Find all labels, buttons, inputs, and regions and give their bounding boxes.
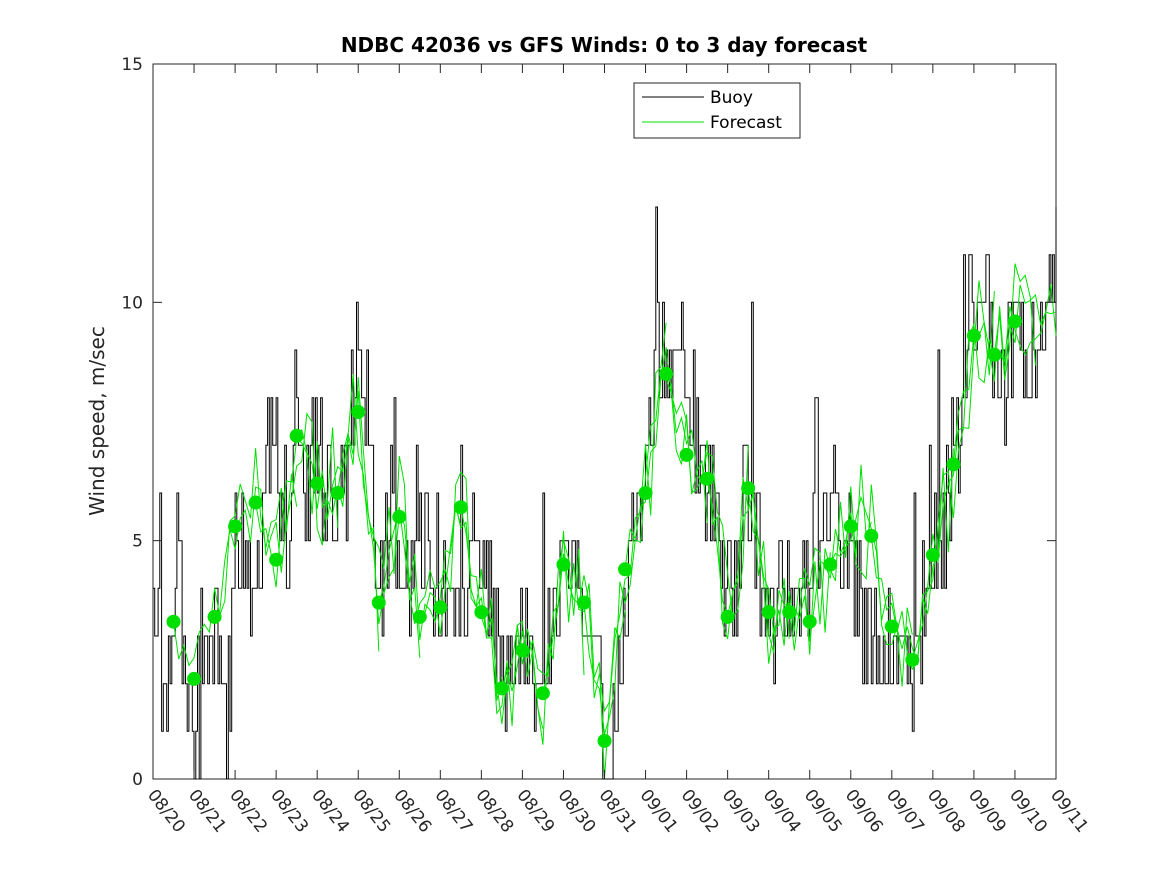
forecast-marker	[761, 605, 776, 620]
legend-box	[633, 82, 801, 139]
y-axis-label: Wind speed, m/sec	[85, 326, 109, 516]
forecast-line	[911, 263, 1036, 660]
forecast-marker	[905, 652, 920, 667]
x-tick-label: 09/11	[1046, 786, 1092, 837]
x-tick-label: 08/20	[143, 786, 189, 837]
x-tick-label: 09/03	[718, 786, 764, 837]
x-tick-label: 08/29	[512, 786, 558, 837]
forecast-marker	[371, 595, 386, 610]
forecast-line	[788, 484, 913, 687]
y-tick-label: 10	[121, 293, 143, 313]
x-tick-label: 09/10	[1005, 786, 1051, 837]
forecast-marker	[700, 471, 715, 486]
forecast-marker	[535, 686, 550, 701]
y-tick-label: 0	[132, 770, 143, 790]
forecast-marker	[187, 671, 202, 686]
forecast-marker	[884, 619, 899, 634]
forecast-marker	[576, 595, 591, 610]
forecast-marker	[823, 557, 838, 572]
forecast-marker	[207, 609, 222, 624]
forecast-line	[952, 284, 1057, 465]
chart-title: NDBC 42036 vs GFS Winds: 0 to 3 day fore…	[341, 33, 868, 57]
x-tick-label: 09/07	[882, 786, 928, 837]
legend: Buoy Forecast	[633, 82, 801, 139]
x-tick-label: 09/09	[964, 786, 1010, 837]
forecast-marker	[1007, 314, 1022, 329]
x-tick-label: 09/04	[759, 786, 805, 837]
forecast-line	[214, 412, 339, 618]
forecast-marker	[987, 347, 1002, 362]
x-tick-label: 08/23	[266, 786, 312, 837]
x-tick-label: 08/30	[554, 786, 600, 837]
forecast-line	[829, 448, 954, 666]
x-tick-label: 08/25	[348, 786, 394, 837]
forecast-marker	[864, 528, 879, 543]
forecast-marker	[412, 609, 427, 624]
forecast-line	[994, 284, 1057, 363]
forecast-marker	[782, 605, 797, 620]
forecast-marker	[310, 476, 325, 491]
forecast-line	[296, 376, 421, 658]
forecast-line	[624, 347, 749, 619]
x-tick-label: 08/21	[184, 786, 230, 837]
x-tick-label: 09/05	[800, 786, 846, 837]
forecast-marker	[248, 495, 263, 510]
x-tick-label: 08/22	[225, 786, 271, 837]
y-tick-label: 15	[121, 55, 143, 75]
forecast-marker	[166, 614, 181, 629]
forecast-marker	[330, 486, 345, 500]
forecast-marker	[618, 562, 633, 577]
forecast-line	[419, 504, 544, 729]
forecast-line	[542, 322, 667, 713]
forecast-line	[255, 374, 380, 652]
forecast-marker	[474, 605, 489, 620]
forecast-marker	[659, 366, 674, 381]
forecast-marker	[392, 509, 407, 524]
forecast-marker	[351, 404, 366, 419]
forecast-marker	[741, 481, 756, 496]
forecast-marker	[597, 733, 612, 748]
forecast-marker	[228, 519, 243, 534]
forecast-marker	[679, 447, 694, 462]
forecast-marker	[720, 609, 735, 624]
x-tick-label: 09/08	[923, 786, 969, 837]
forecast-marker	[843, 519, 858, 534]
x-tick-label: 09/01	[636, 786, 682, 837]
x-tick-label: 09/02	[677, 786, 723, 837]
forecast-marker	[453, 500, 468, 515]
forecast-marker	[946, 457, 961, 472]
forecast-marker	[925, 547, 940, 562]
forecast-line	[665, 373, 790, 664]
y-tick-label: 5	[132, 532, 143, 552]
x-tick-label: 08/28	[471, 786, 517, 837]
x-tick-label: 08/24	[307, 786, 353, 837]
x-tick-label: 09/06	[841, 786, 887, 837]
forecast-line	[870, 280, 995, 671]
forecast-line	[173, 448, 298, 667]
forecast-marker	[515, 643, 530, 658]
forecast-marker	[556, 557, 571, 572]
x-tick-label: 08/26	[389, 786, 435, 837]
forecast-marker	[289, 428, 304, 443]
forecast-marker	[638, 486, 653, 500]
x-tick-label: 08/27	[430, 786, 476, 837]
forecast-line	[378, 471, 503, 701]
forecast-marker	[494, 681, 509, 696]
legend-buoy-label: Buoy	[710, 88, 753, 108]
forecast-marker	[269, 552, 284, 567]
forecast-marker	[802, 614, 817, 629]
x-tick-label: 08/31	[595, 786, 641, 837]
forecast-line	[747, 464, 872, 655]
forecast-markers	[166, 314, 1022, 748]
forecast-marker	[433, 600, 448, 615]
forecast-marker	[966, 328, 981, 343]
y-axis: 0 5 10 15	[121, 55, 1056, 790]
legend-forecast-label: Forecast	[710, 113, 782, 133]
